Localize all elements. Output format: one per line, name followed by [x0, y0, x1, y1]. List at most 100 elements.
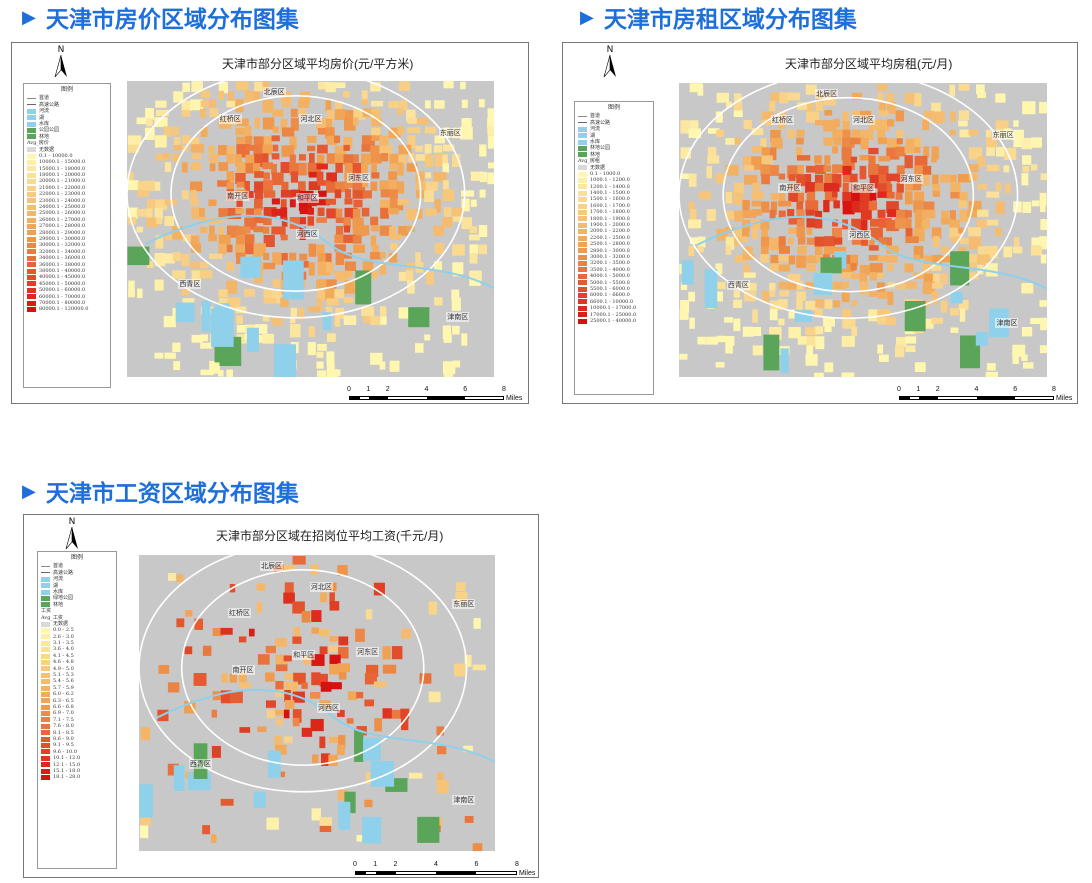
- map-polygon: [905, 191, 913, 205]
- legend-class-item: 5000.1 - 5500.0: [578, 280, 650, 286]
- legend-swatch: [27, 166, 36, 172]
- map-polygon: [245, 135, 253, 148]
- map-polygon: [479, 189, 486, 198]
- map-polygon: [824, 173, 838, 186]
- legend-class-item: 30000.1 - 32000.0: [27, 242, 107, 248]
- map-polygon: [406, 127, 421, 133]
- map-polygon: [469, 270, 482, 281]
- map-polygon: [850, 156, 858, 163]
- scale-segment: [369, 397, 389, 399]
- map-polygon: [886, 245, 899, 254]
- map-polygon: [319, 736, 326, 749]
- legend-label: 无数据: [39, 146, 55, 153]
- map-polygon: [373, 681, 387, 688]
- map-polygon: [1040, 254, 1047, 264]
- legend-swatch: [41, 566, 50, 568]
- map-polygon: [382, 708, 393, 719]
- legend-class-item: 4.1 - 4.5: [41, 653, 113, 659]
- legend-class-item: 1800.1 - 1900.0: [578, 216, 650, 222]
- map-polygon: [398, 100, 408, 111]
- map-polygon: [361, 225, 370, 236]
- district-label: 河东区: [356, 646, 380, 657]
- map-polygon: [353, 244, 365, 254]
- legend-swatch: [41, 704, 50, 710]
- map-polygon: [878, 110, 889, 116]
- map-polygon: [877, 83, 888, 91]
- water-polygon: [322, 312, 332, 331]
- map-polygon: [877, 129, 885, 143]
- legend-class-item: 60000.1 - 70000.0: [27, 294, 107, 300]
- map-polygon: [859, 155, 872, 161]
- map-polygon: [824, 299, 833, 309]
- legend-swatch: [41, 717, 50, 723]
- scale-tick-label: 6: [474, 861, 479, 868]
- map-polygon: [398, 154, 407, 165]
- map-polygon: [182, 82, 190, 92]
- legend-label: 1600.1 - 1700.0: [590, 202, 630, 209]
- district-label: 和平区: [851, 182, 875, 193]
- map-polygon: [334, 234, 344, 244]
- map-polygon: [797, 245, 807, 255]
- map-polygon: [949, 308, 959, 316]
- map-polygon: [487, 118, 494, 129]
- map-polygon: [859, 281, 869, 295]
- map-polygon: [1003, 165, 1010, 173]
- map-polygon: [355, 628, 365, 642]
- map-polygon: [244, 126, 252, 137]
- legend-class-item: 6.0 - 6.2: [41, 691, 113, 697]
- map-polygon: [443, 207, 452, 217]
- map-polygon: [886, 219, 899, 232]
- map-polygon: [469, 234, 480, 241]
- map-polygon: [922, 165, 932, 175]
- map-polygon: [487, 172, 494, 185]
- map-polygon: [364, 672, 377, 685]
- map-polygon: [361, 306, 375, 317]
- map-polygon: [209, 108, 219, 117]
- legend-swatch: [41, 768, 50, 774]
- map-polygon: [154, 207, 163, 220]
- legend-class-item: 6.3 - 6.5: [41, 698, 113, 704]
- map-polygon: [389, 163, 397, 171]
- legend-label: 36000.1 - 38000.0: [39, 261, 86, 268]
- legend-swatch: [27, 275, 36, 281]
- map-polygon: [238, 672, 247, 683]
- map-polygon: [326, 361, 335, 376]
- map-polygon: [796, 300, 803, 312]
- map-polygon: [319, 646, 328, 654]
- map-polygon: [715, 111, 723, 123]
- map-polygon: [743, 174, 758, 185]
- legend-title: 图例: [70, 554, 83, 561]
- map-polygon: [370, 153, 382, 164]
- map-polygon: [887, 119, 895, 127]
- map-polygon: [949, 210, 956, 221]
- map-polygon: [308, 243, 317, 257]
- legend-swatch: [578, 197, 587, 203]
- map-polygon: [326, 153, 336, 164]
- map-polygon: [334, 270, 347, 281]
- map-polygon: [986, 164, 1000, 172]
- map-polygon: [805, 84, 817, 95]
- park-polygon: [763, 334, 780, 371]
- map-polygon: [778, 281, 789, 290]
- map-polygon: [706, 165, 713, 179]
- legend-class-item: 10.1 - 12.0: [41, 755, 113, 761]
- map-polygon: [235, 235, 248, 246]
- map-polygon: [371, 271, 378, 279]
- map-polygon: [370, 216, 379, 226]
- map-polygon: [407, 135, 416, 149]
- legend-class-item: 32000.1 - 34000.0: [27, 249, 107, 255]
- legend-label: 8.1 - 8.5: [53, 729, 74, 736]
- scale-tick-label: 2: [385, 386, 390, 393]
- map-polygon: [851, 300, 858, 306]
- map-polygon: [959, 192, 968, 202]
- map-polygon: [173, 91, 184, 103]
- map-polygon: [218, 289, 228, 298]
- map-polygon: [752, 309, 758, 323]
- map-polygon: [769, 147, 777, 161]
- map-polygon: [949, 219, 960, 230]
- legend-swatch: [41, 572, 50, 574]
- map-polygon: [976, 219, 989, 228]
- map-polygon: [239, 682, 251, 689]
- map-polygon: [415, 343, 424, 353]
- map-polygon: [815, 120, 829, 126]
